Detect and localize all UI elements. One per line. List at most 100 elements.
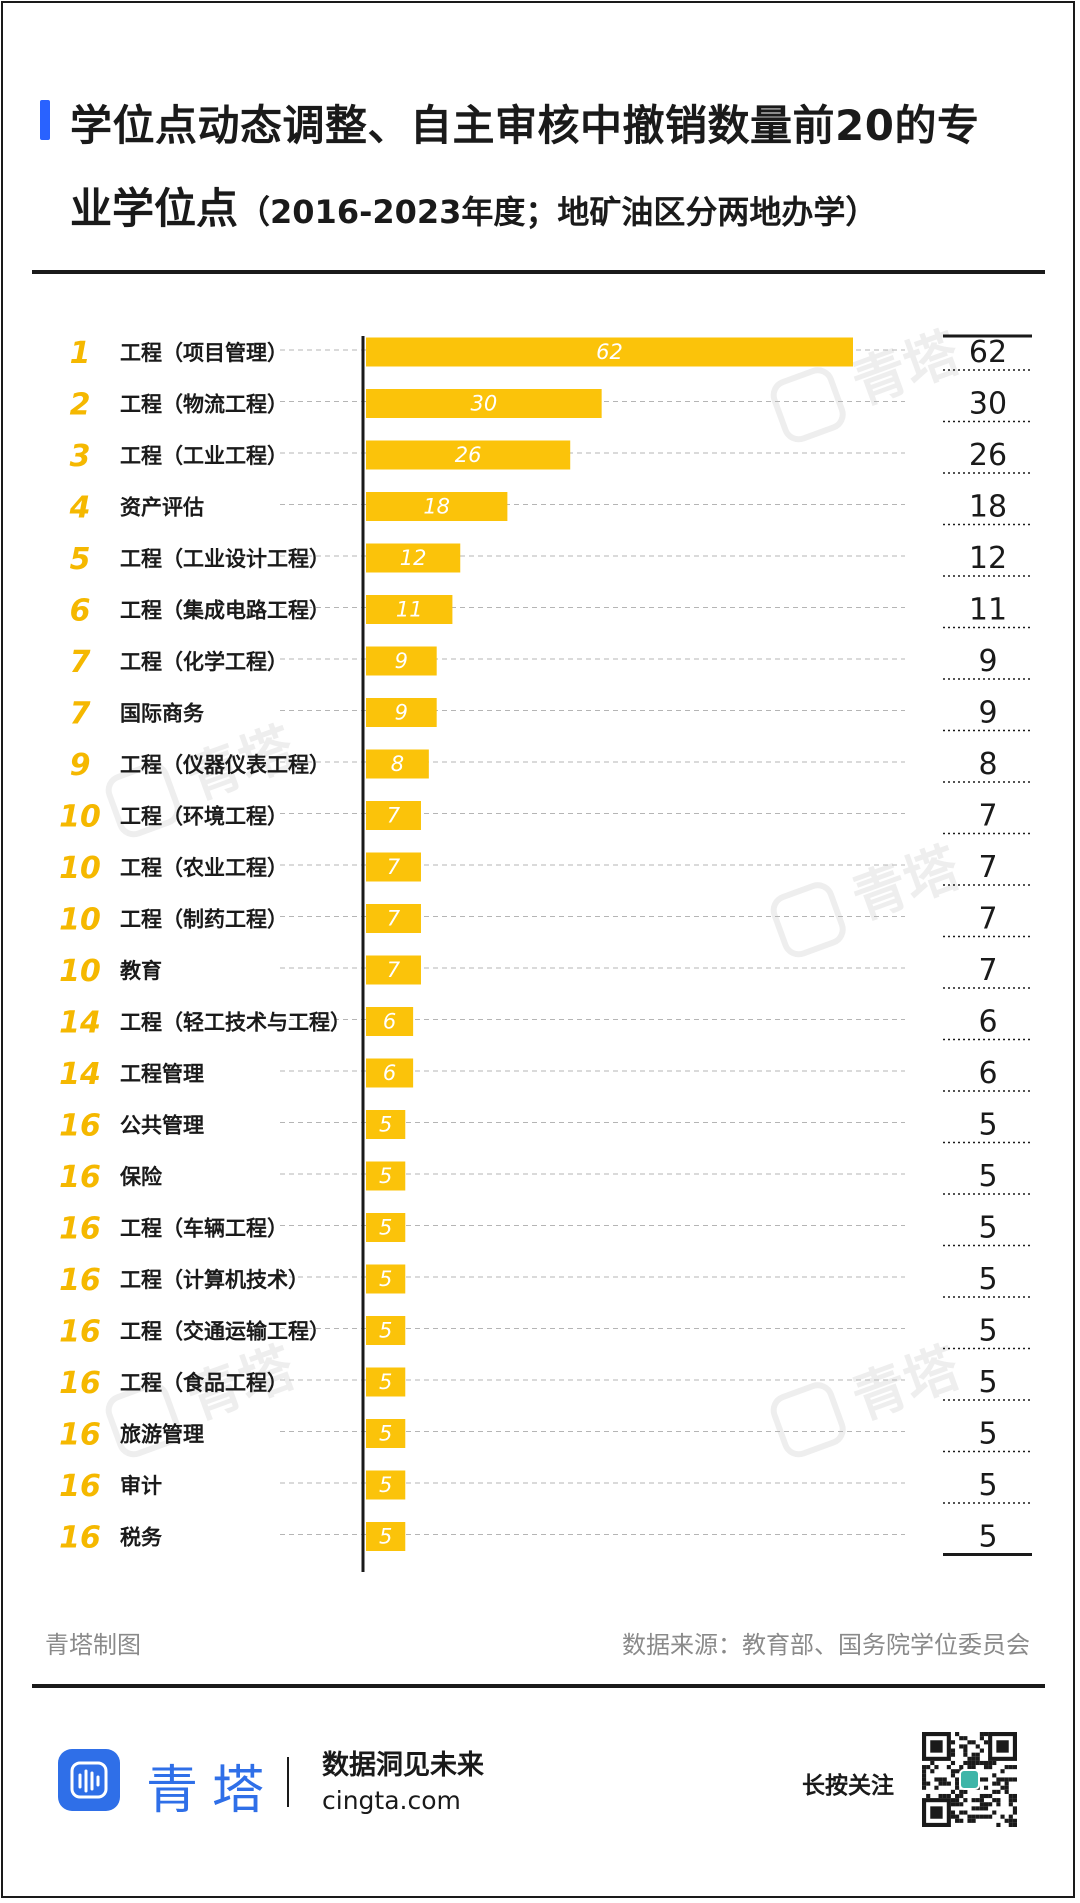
bar-data-label: 5 xyxy=(379,1216,392,1240)
grid-layer xyxy=(280,349,905,1535)
value-column-layer: 62 30 26 18 12 11 9 9 8 7 7 7 7 6 6 5 5 5 5 5 5 5 5 5 xyxy=(943,334,1032,1556)
category-label: 工程（交通运输工程） xyxy=(120,1320,330,1344)
bar xyxy=(366,389,602,418)
watermark: 青塔 xyxy=(770,835,968,958)
watermark-text: 青塔 xyxy=(844,1335,968,1431)
rank-label: 16 xyxy=(59,1263,101,1298)
bar xyxy=(366,1522,406,1551)
rank-label: 16 xyxy=(59,1366,101,1401)
bar xyxy=(366,1110,406,1139)
bar xyxy=(366,1007,414,1036)
bar xyxy=(366,1367,406,1397)
bar-data-label: 5 xyxy=(379,1164,392,1188)
rank-label: 6 xyxy=(70,594,91,629)
bar xyxy=(366,595,453,624)
value-label: 5 xyxy=(978,1108,997,1143)
value-label: 30 xyxy=(969,387,1007,422)
category-label: 资产评估 xyxy=(120,496,204,520)
value-label: 7 xyxy=(978,953,997,988)
rank-label: 5 xyxy=(70,542,91,577)
watermark: 青塔 xyxy=(770,1335,968,1458)
bar xyxy=(366,698,437,727)
bar xyxy=(366,543,461,573)
bar-data-label: 7 xyxy=(387,804,401,828)
bar xyxy=(366,801,421,830)
bar-data-label: 18 xyxy=(423,495,450,519)
value-label: 12 xyxy=(969,541,1007,576)
bar-data-label: 5 xyxy=(379,1473,392,1497)
category-label: 工程（计算机技术） xyxy=(120,1268,309,1292)
category-label: 工程（环境工程） xyxy=(120,805,288,829)
bar-data-label: 5 xyxy=(379,1422,392,1446)
watermark-text: 青塔 xyxy=(844,835,968,931)
category-label: 税务 xyxy=(120,1526,163,1550)
bar xyxy=(366,1316,406,1345)
rank-label: 14 xyxy=(59,1006,101,1041)
watermark-logo-icon xyxy=(770,367,846,443)
value-label: 7 xyxy=(978,902,997,937)
bar xyxy=(366,1058,414,1088)
website-link[interactable]: cingta.com xyxy=(322,1786,461,1815)
category-label: 工程（工业工程） xyxy=(120,444,288,468)
category-label: 审计 xyxy=(120,1474,162,1498)
cingta-logo-icon xyxy=(58,1749,120,1811)
bar xyxy=(366,1470,406,1500)
rank-label: 10 xyxy=(59,903,101,938)
chart-subtitle: （2016-2023年度；地矿油区分两地办学） xyxy=(238,193,878,231)
bar-data-label: 12 xyxy=(400,546,427,570)
title-accent-bar xyxy=(40,100,50,140)
bar-data-label: 30 xyxy=(470,392,497,416)
value-label: 5 xyxy=(978,1365,997,1400)
value-label: 5 xyxy=(978,1262,997,1297)
bar xyxy=(366,904,421,933)
bar xyxy=(366,955,421,985)
bar-data-label: 9 xyxy=(395,701,408,725)
bar xyxy=(366,492,508,521)
qr-prompt: 长按关注 xyxy=(802,1773,894,1799)
category-label: 工程管理 xyxy=(120,1062,204,1086)
bar-layer: 62 30 26 18 12 11 9 9 8 7 7 7 7 6 6 5 5 5 5 5 5 5 5 5 xyxy=(366,337,853,1551)
category-label: 工程（仪器仪表工程） xyxy=(120,753,330,777)
category-label: 工程（车辆工程） xyxy=(120,1217,288,1241)
bar-data-label: 5 xyxy=(379,1370,392,1394)
value-label: 5 xyxy=(978,1468,997,1503)
bar xyxy=(366,852,421,882)
bar-data-label: 5 xyxy=(379,1319,392,1343)
rank-label: 7 xyxy=(70,697,91,732)
rank-label: 16 xyxy=(59,1418,101,1453)
value-label: 5 xyxy=(978,1520,997,1555)
brand-slogan: 数据洞见未来 xyxy=(322,1750,484,1781)
value-label: 62 xyxy=(969,335,1007,370)
rank-label: 16 xyxy=(59,1160,101,1195)
bar xyxy=(366,440,571,470)
bar-data-label: 7 xyxy=(387,958,401,982)
bar-data-label: 6 xyxy=(383,1061,396,1085)
rank-label: 16 xyxy=(59,1109,101,1144)
bar xyxy=(366,646,437,676)
brand-name: 青塔 xyxy=(146,1761,279,1821)
rank-label: 14 xyxy=(59,1057,101,1092)
value-label: 5 xyxy=(978,1314,997,1349)
rank-label: 10 xyxy=(59,954,101,989)
bar-data-label: 62 xyxy=(596,340,623,364)
category-label: 教育 xyxy=(120,959,162,983)
value-label: 7 xyxy=(978,799,997,834)
rank-label: 16 xyxy=(59,1521,101,1556)
qr-code-icon[interactable] xyxy=(922,1732,1017,1827)
chart-title-line1: 学位点动态调整、自主审核中撤销数量前20的专 xyxy=(70,101,980,150)
bar-data-label: 5 xyxy=(379,1267,392,1291)
value-label: 6 xyxy=(978,1056,997,1091)
category-label: 工程（集成电路工程） xyxy=(120,599,330,623)
value-label: 5 xyxy=(978,1417,997,1452)
bar-data-label: 8 xyxy=(391,752,404,776)
category-label: 工程（项目管理） xyxy=(120,341,288,365)
bar-data-label: 7 xyxy=(387,855,401,879)
bar-data-label: 7 xyxy=(387,907,401,931)
bar-data-label: 26 xyxy=(455,443,482,467)
rank-label: 4 xyxy=(69,491,91,526)
bar xyxy=(366,1161,406,1191)
bar xyxy=(366,1419,406,1448)
bar-data-label: 5 xyxy=(379,1113,392,1137)
data-source: 数据来源：教育部、国务院学位委员会 xyxy=(622,1631,1030,1659)
